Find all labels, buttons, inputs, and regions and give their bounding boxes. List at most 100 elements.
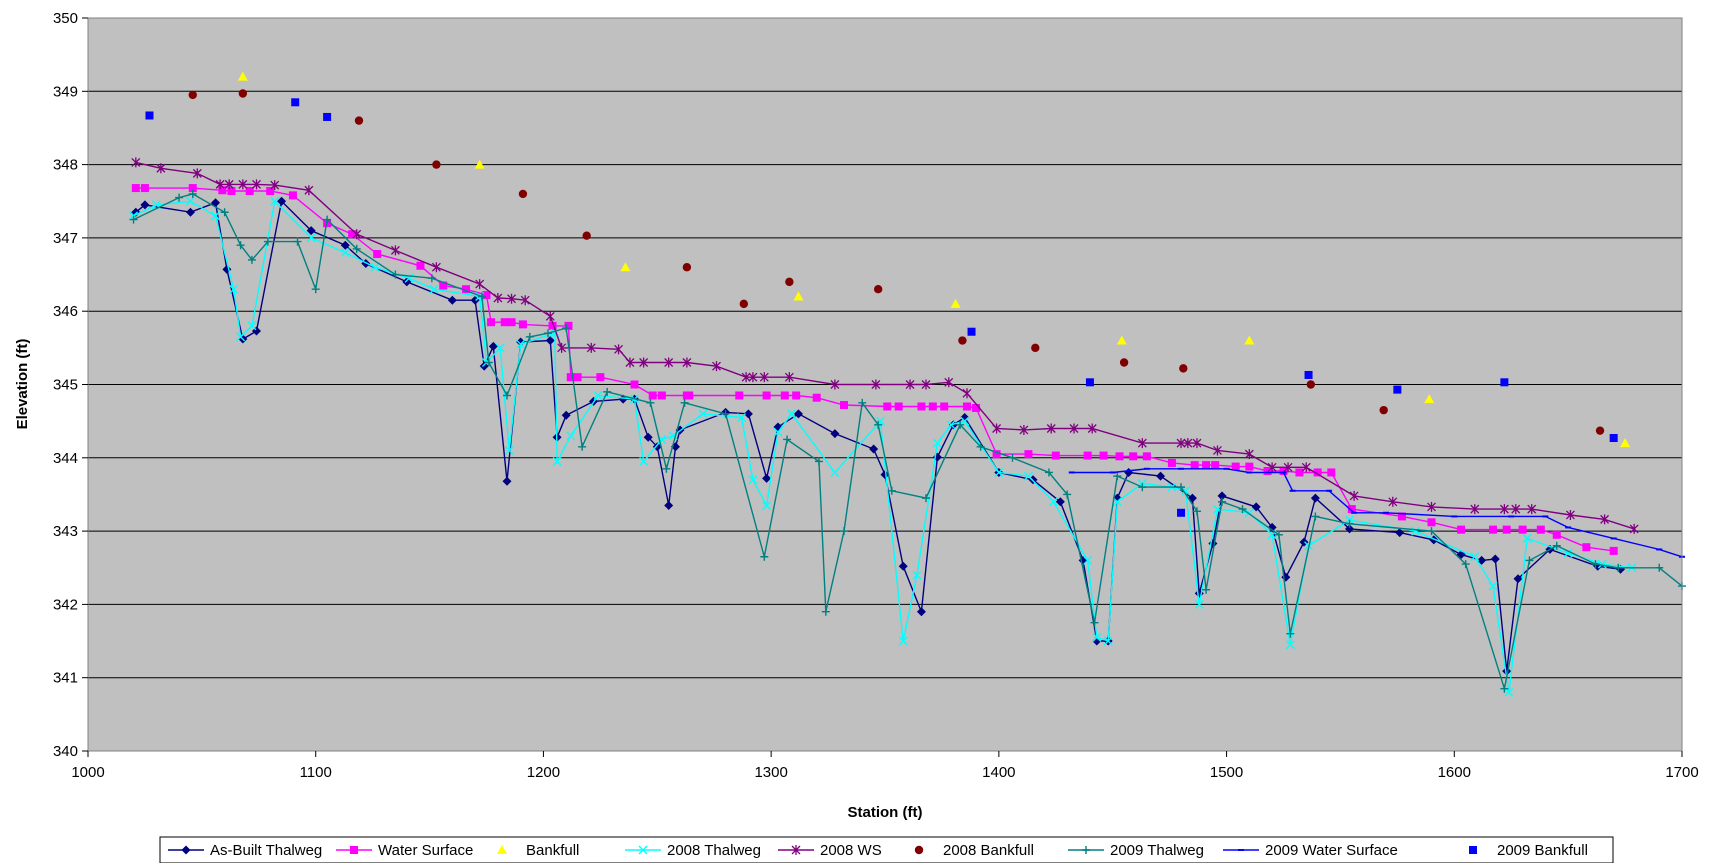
data-point [215, 179, 225, 190]
data-point [352, 244, 361, 253]
data-point [643, 432, 653, 442]
data-point [1411, 526, 1421, 536]
data-point [1565, 509, 1575, 520]
data-point [1177, 483, 1186, 492]
data-point [236, 241, 245, 250]
data-point [1513, 574, 1523, 584]
data-point [682, 263, 692, 272]
y-tick-label: 349 [53, 83, 78, 100]
data-point [946, 420, 956, 430]
x-tick-label: 1500 [1210, 764, 1243, 781]
data-point [748, 372, 758, 383]
data-point [518, 189, 528, 199]
data-point [880, 470, 890, 480]
data-point [482, 291, 491, 300]
data-point [830, 467, 840, 477]
data-point [960, 416, 970, 426]
data-point [350, 846, 358, 854]
series-2008-ws [131, 157, 1639, 534]
data-point [1470, 552, 1480, 562]
data-point [427, 274, 436, 283]
data-point [721, 409, 730, 418]
data-point [1283, 462, 1293, 473]
data-point [582, 231, 591, 240]
data-point [1267, 462, 1277, 473]
data-point [477, 292, 486, 301]
data-point [516, 339, 526, 349]
data-point [793, 291, 804, 301]
series-2009-water-surface [1068, 467, 1685, 558]
data-point [741, 372, 751, 383]
data-point [140, 184, 149, 193]
data-point [543, 329, 552, 338]
data-point [1349, 490, 1359, 501]
data-point [762, 391, 771, 400]
y-tick-label: 343 [53, 523, 78, 540]
data-point [914, 845, 924, 855]
data-point [657, 391, 666, 400]
data-point [370, 262, 380, 272]
data-point [548, 321, 557, 330]
data-point [840, 401, 849, 410]
data-point [500, 318, 509, 327]
data-point [646, 398, 655, 407]
data-point [916, 607, 926, 617]
data-point [1504, 687, 1514, 697]
legend-item-2009-bankfull: 2009 Bankfull [1469, 842, 1588, 859]
legend-item-2009-water-surface: 2009 Water Surface [1223, 842, 1398, 859]
data-point [306, 233, 316, 243]
data-point [1379, 405, 1388, 415]
data-point [1119, 358, 1129, 367]
data-point [354, 116, 364, 125]
data-point [603, 387, 612, 396]
data-point [1156, 471, 1166, 481]
data-point [1023, 471, 1033, 481]
data-point [1244, 335, 1255, 345]
data-point [340, 240, 350, 250]
data-point [211, 211, 221, 221]
data-point [1582, 543, 1591, 552]
data-point [1069, 423, 1079, 434]
data-point [950, 298, 961, 308]
data-point [439, 281, 448, 290]
legend-item-water-surface: Water Surface [336, 842, 473, 859]
data-point [793, 409, 803, 419]
data-point [562, 324, 571, 333]
data-point [992, 423, 1002, 434]
data-point [1311, 512, 1320, 521]
data-point [1113, 472, 1122, 481]
data-point [830, 429, 840, 439]
data-point [288, 191, 297, 200]
data-point [391, 270, 400, 279]
data-point [181, 845, 191, 855]
data-point [1063, 490, 1072, 499]
data-point [784, 372, 794, 383]
data-point [1085, 378, 1094, 387]
data-point [735, 391, 744, 400]
data-point [962, 402, 971, 411]
data-point [1597, 559, 1607, 569]
data-point [883, 402, 892, 411]
data-point [1245, 462, 1254, 471]
data-point [479, 361, 489, 371]
data-point [912, 570, 922, 580]
x-axis-title: Station (ft) [848, 804, 923, 821]
data-point [1274, 530, 1283, 539]
data-point [869, 444, 879, 454]
data-point [787, 409, 797, 419]
data-point [131, 184, 140, 193]
data-point [1427, 501, 1436, 512]
data-point [1527, 504, 1537, 515]
data-point [185, 196, 195, 206]
data-point [293, 237, 302, 246]
data-point [1457, 525, 1466, 534]
data-point [218, 186, 227, 195]
data-point [1194, 599, 1204, 609]
data-point [1263, 466, 1272, 475]
data-point [1500, 378, 1509, 387]
data-point [557, 342, 567, 353]
data-point [1251, 502, 1261, 512]
data-point [564, 321, 573, 330]
data-point [1655, 563, 1664, 572]
data-point [1179, 364, 1188, 373]
